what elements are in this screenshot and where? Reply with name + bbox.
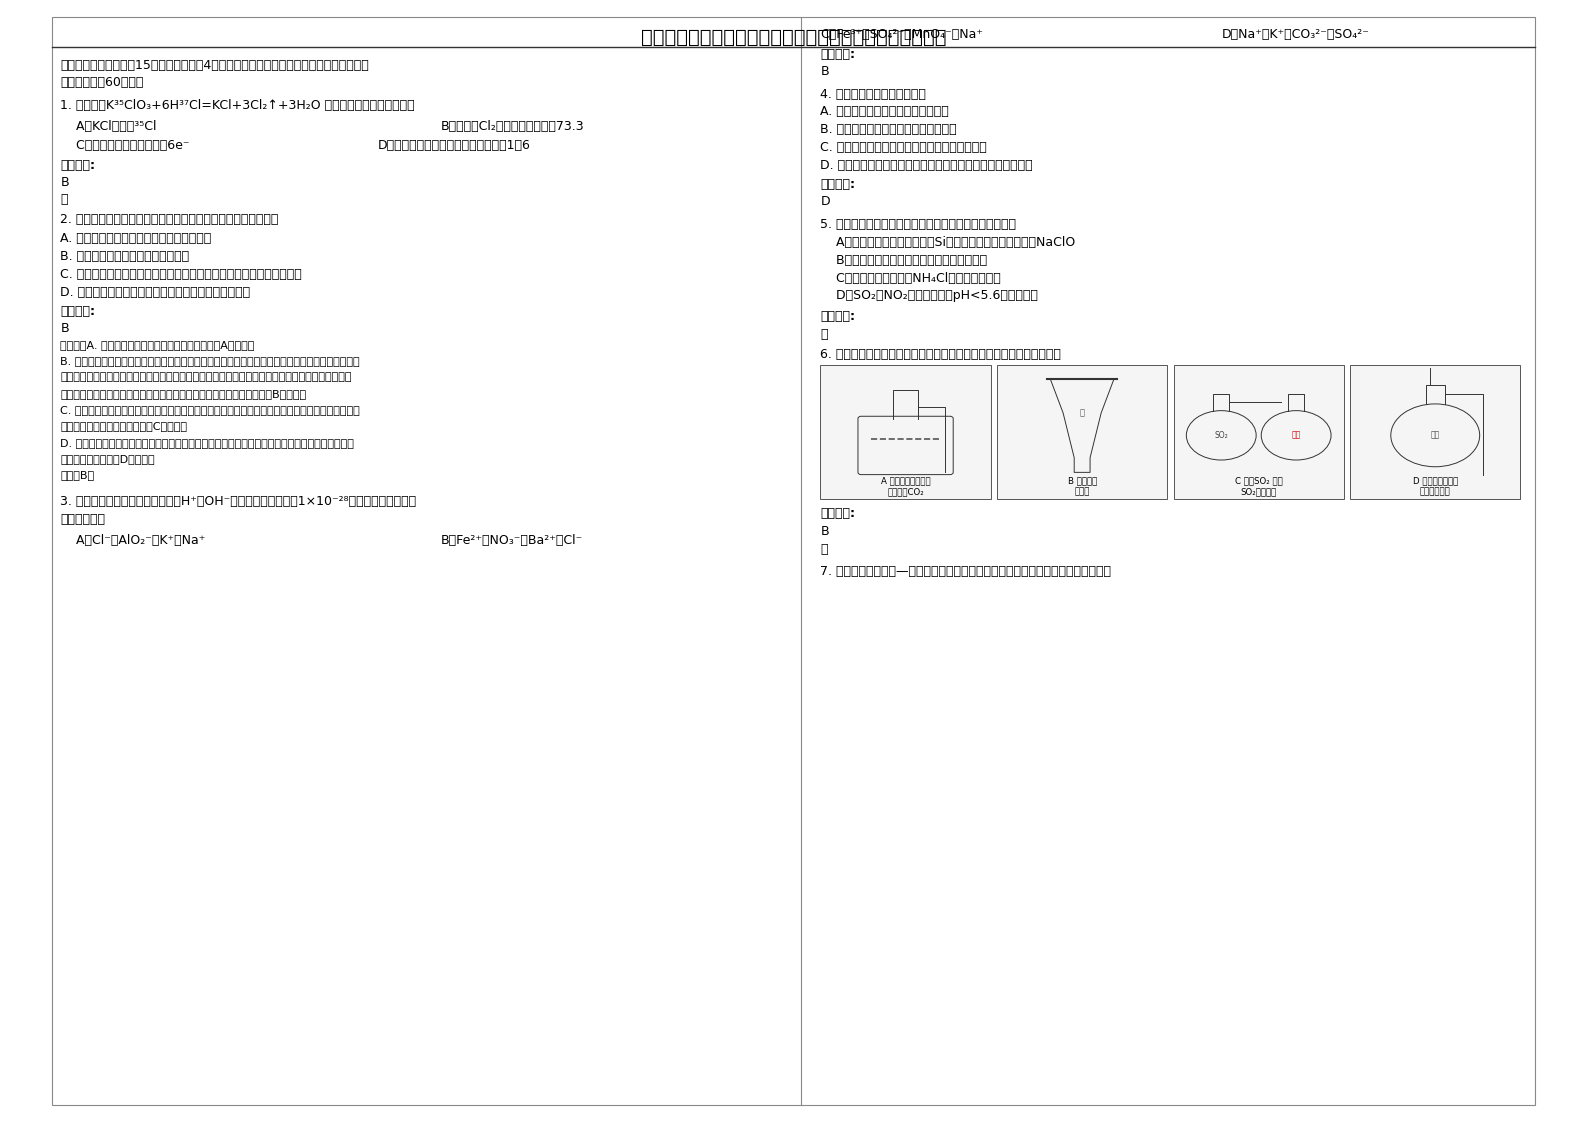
Text: 大量共存的是: 大量共存的是	[60, 514, 105, 526]
Text: 5. 化学与生产、生活密切相关。下列叙述中，不正确的是: 5. 化学与生产、生活密切相关。下列叙述中，不正确的是	[820, 218, 1017, 231]
Text: C、该反应转移的电子数为6e⁻: C、该反应转移的电子数为6e⁻	[60, 139, 190, 153]
Bar	[997, 365, 1166, 499]
Text: 福建省福州市私立三牧中学高三化学上学期期末试题含解析: 福建省福州市私立三牧中学高三化学上学期期末试题含解析	[641, 28, 946, 47]
Text: B 密取膜水
中的碘: B 密取膜水 中的碘	[1068, 477, 1097, 496]
Text: 接或间接地来源于绿色植物的光合作用。可转化为常规的固态、液态及气态燃料，取之不尽、用之不: 接或间接地来源于绿色植物的光合作用。可转化为常规的固态、液态及气态燃料，取之不尽…	[60, 373, 352, 383]
Text: C. 古代明矾除铜绿和现代焊接氯化铵除铁锈都利用了溶液显碱性的特性: C. 古代明矾除铜绿和现代焊接氯化铵除铁锈都利用了溶液显碱性的特性	[60, 268, 302, 282]
Text: B、Fe²⁺、NO₃⁻、Ba²⁺、Cl⁻: B、Fe²⁺、NO₃⁻、Ba²⁺、Cl⁻	[441, 534, 584, 546]
Text: 乙醇: 乙醇	[1430, 431, 1439, 440]
Text: D. 燃煤中加入生石灰和汽车限行都是为了减缓温室效应: D. 燃煤中加入生石灰和汽车限行都是为了减缓温室效应	[60, 286, 251, 300]
Text: D、SO₂和NO₂都能使雨水的pH<5.6，造成酸雨: D、SO₂和NO₂都能使雨水的pH<5.6，造成酸雨	[820, 289, 1038, 303]
Text: A、制作计算机芯片的材料是Si晶体，漂白液的有效成分是NaClO: A、制作计算机芯片的材料是Si晶体，漂白液的有效成分是NaClO	[820, 236, 1076, 249]
Text: B: B	[60, 176, 68, 190]
Text: 2. 化学与人类的生产、生活息息相关。下列说法正确的是（　）: 2. 化学与人类的生产、生活息息相关。下列说法正确的是（ ）	[60, 213, 279, 227]
Text: A、Cl⁻、AlO₂⁻、K⁺、Na⁺: A、Cl⁻、AlO₂⁻、K⁺、Na⁺	[60, 534, 206, 546]
Text: D、氧化剂和还原剂的物质的量之比为1：6: D、氧化剂和还原剂的物质的量之比为1：6	[378, 139, 530, 153]
Text: 略: 略	[820, 328, 828, 341]
Text: 参考答案:: 参考答案:	[820, 48, 855, 62]
Text: 参考答案:: 参考答案:	[820, 310, 855, 323]
Bar	[1174, 365, 1344, 499]
Text: 氯化铵水解显酸性可除去铁锈，C项错误；: 氯化铵水解显酸性可除去铁锈，C项错误；	[60, 422, 187, 431]
Text: D. 二氧化硅、二氧化硫、三氧化硫均为酸酐，也是酸性氧化物: D. 二氧化硅、二氧化硫、三氧化硫均为酸酐，也是酸性氧化物	[820, 159, 1033, 173]
Text: B. 生物质能，就是太阳能以化学能形式贮存在生物质中的能量形式，即以生物质为载体的能量。它直: B. 生物质能，就是太阳能以化学能形式贮存在生物质中的能量形式，即以生物质为载体…	[60, 357, 360, 366]
Text: 6. 下列有关实验原理、装置、操作或结论的描述中，不正确的是（　）: 6. 下列有关实验原理、装置、操作或结论的描述中，不正确的是（ ）	[820, 348, 1062, 361]
Text: 题目要求，共60分。）: 题目要求，共60分。）	[60, 76, 144, 90]
Text: D: D	[820, 195, 830, 209]
Bar	[1351, 365, 1520, 499]
Text: 液: 液	[1079, 408, 1084, 417]
Text: A. 天然纤维和人造纤维主要成分都是纤维素: A. 天然纤维和人造纤维主要成分都是纤维素	[60, 232, 211, 246]
Text: B: B	[60, 322, 68, 335]
Text: 答案选B。: 答案选B。	[60, 470, 95, 480]
Text: 竭，是一种可再生能源；氢气能是一种完全清洁的新能源和可再生能源，B项正确；: 竭，是一种可再生能源；氢气能是一种完全清洁的新能源和可再生能源，B项正确；	[60, 389, 306, 398]
Text: C、食醋可去除水垢，NH₄Cl溶液可去除铁锈: C、食醋可去除水垢，NH₄Cl溶液可去除铁锈	[820, 272, 1001, 285]
Text: 参考答案:: 参考答案:	[60, 159, 95, 173]
Text: 【详解】A. 蚕丝是天然纤维，其主要成分为蛋白质，A项错误；: 【详解】A. 蚕丝是天然纤维，其主要成分为蛋白质，A项错误；	[60, 340, 254, 350]
Text: 品红: 品红	[1292, 431, 1301, 440]
Text: 1. 关于反应K³⁵ClO₃+6H³⁷Cl=KCl+3Cl₂↑+3H₂O 的叙述中，正确的是（　）: 1. 关于反应K³⁵ClO₃+6H³⁷Cl=KCl+3Cl₂↑+3H₂O 的叙述…	[60, 99, 414, 112]
Text: B: B	[820, 525, 828, 539]
Text: A、KCl中含有³⁵Cl: A、KCl中含有³⁵Cl	[60, 120, 157, 134]
Text: 3. 室温下，某溶液中由水电离出的H⁺和OH⁻物质的量浓度乘积为1×10⁻²⁸，该溶液中一定不能: 3. 室温下，某溶液中由水电离出的H⁺和OH⁻物质的量浓度乘积为1×10⁻²⁸，…	[60, 496, 416, 508]
Text: 7. 短周期金属元素甲—戊在元素周期表中的相对位置如右表所示，下面判断正确的是: 7. 短周期金属元素甲—戊在元素周期表中的相对位置如右表所示，下面判断正确的是	[820, 565, 1111, 579]
Text: C. 冰水混合物、盐酸、提纯后的胶体均为纯净物: C. 冰水混合物、盐酸、提纯后的胶体均为纯净物	[820, 141, 987, 155]
Text: C 制取SO₂ 检验
SO₂的漂白性: C 制取SO₂ 检验 SO₂的漂白性	[1235, 477, 1282, 496]
Text: B. 生物质能和氢气都属于可再生能源: B. 生物质能和氢气都属于可再生能源	[60, 250, 189, 264]
Text: B、生成物Cl₂的相对分子质量为73.3: B、生成物Cl₂的相对分子质量为73.3	[441, 120, 586, 134]
Text: C. 铜绿为碱式碳酸铜，明矾在水溶液中因铝离子水解显酸性而溶解铜绿；铁锈的主要成分为氧化铁，: C. 铜绿为碱式碳酸铜，明矾在水溶液中因铝离子水解显酸性而溶解铜绿；铁锈的主要成…	[60, 405, 360, 415]
Bar	[820, 365, 990, 499]
Text: C、Fe³⁺、SO₄²⁻、MnO₄⁻、Na⁺: C、Fe³⁺、SO₄²⁻、MnO₄⁻、Na⁺	[820, 28, 984, 42]
Text: B、二氧化碳和氢气均是造成温室效应的气体: B、二氧化碳和氢气均是造成温室效应的气体	[820, 254, 987, 267]
Text: B: B	[820, 65, 828, 79]
Text: 参考答案:: 参考答案:	[820, 178, 855, 192]
Text: B. 氨水、氯化铵、次氯酸都属于电解质: B. 氨水、氯化铵、次氯酸都属于电解质	[820, 123, 957, 137]
Text: A. 油脂、蛋白质、淀粉均属于高分子: A. 油脂、蛋白质、淀粉均属于高分子	[820, 105, 949, 119]
Text: D 实验室用乙醇和
浓硫酸制乙烯: D 实验室用乙醇和 浓硫酸制乙烯	[1412, 477, 1458, 496]
Text: 参考答案:: 参考答案:	[820, 507, 855, 521]
Text: 4. 下列关于物质分类正确的是: 4. 下列关于物质分类正确的是	[820, 88, 927, 101]
Text: D、Na⁺、K⁺、CO₃²⁻、SO₄²⁻: D、Na⁺、K⁺、CO₃²⁻、SO₄²⁻	[1222, 28, 1370, 42]
Text: A 实验室用大理石与
稀盐酸制CO₂: A 实验室用大理石与 稀盐酸制CO₂	[881, 477, 930, 496]
Text: SO₂: SO₂	[1214, 431, 1228, 440]
Text: 略: 略	[60, 193, 68, 206]
Text: 放，降低雾霾天气，D项错误；: 放，降低雾霾天气，D项错误；	[60, 454, 156, 463]
Text: D. 燃煤中加入生石灰可减少二氧化硫的排放，减少酸雨的形成；汽车限行都是为了适当减少尾气排: D. 燃煤中加入生石灰可减少二氧化硫的排放，减少酸雨的形成；汽车限行都是为了适当…	[60, 438, 354, 448]
Text: 一、单选题（本大题共15个小题，每小题4分。在每小题给出的四个选项中，只有一项符合: 一、单选题（本大题共15个小题，每小题4分。在每小题给出的四个选项中，只有一项符…	[60, 59, 370, 73]
Text: 参考答案:: 参考答案:	[60, 305, 95, 319]
Text: 略: 略	[820, 543, 828, 557]
